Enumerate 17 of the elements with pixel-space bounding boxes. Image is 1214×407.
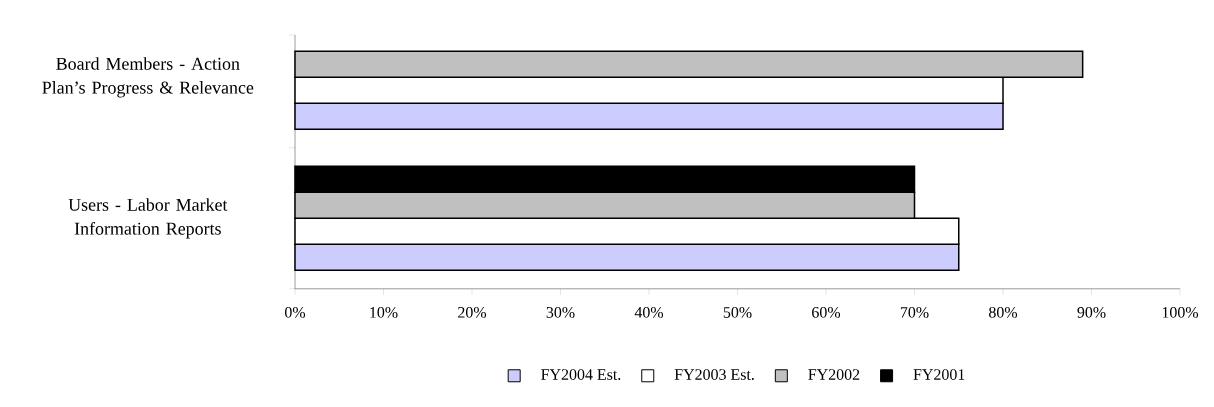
x-tick-label: 50%: [723, 306, 752, 318]
legend-label: FY2003 Est.: [674, 369, 754, 380]
x-tick-label: 0%: [284, 306, 306, 318]
x-tick-label: 90%: [1077, 306, 1106, 318]
y-tick-label: Users - Labor Market Information Reports: [68, 198, 228, 239]
x-tick-label: 20%: [458, 306, 487, 318]
legend-label: FY2002: [808, 369, 860, 380]
x-tick-label: 10%: [370, 306, 398, 318]
x-tick-label: 30%: [546, 306, 575, 318]
x-tick-label: 70%: [900, 306, 929, 318]
y-tick-label: Board Members - Action Plan’s Progress & Relevance: [42, 57, 254, 98]
legend-label: FY2001: [913, 369, 965, 380]
x-tick-label: 80%: [989, 306, 1018, 318]
x-tick-label: 40%: [634, 306, 664, 318]
x-tick-label: 100%: [1162, 306, 1199, 318]
x-tick-label: 60%: [812, 306, 841, 318]
legend-label: FY2004 Est.: [541, 369, 621, 380]
